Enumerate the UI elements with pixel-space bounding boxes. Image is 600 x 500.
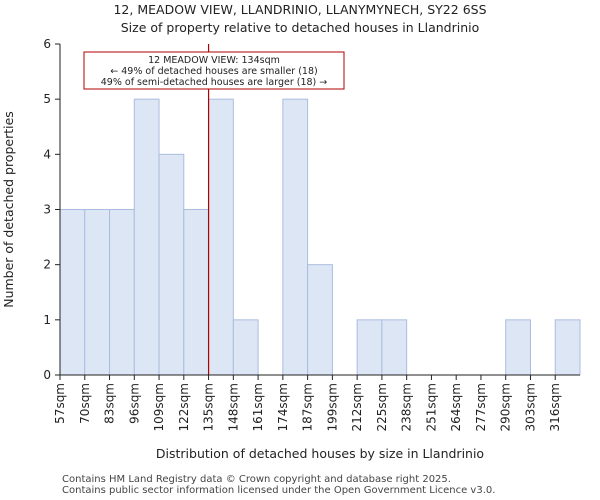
histogram-bar xyxy=(84,209,111,376)
footer-line-1: Contains HM Land Registry data © Crown c… xyxy=(62,474,451,485)
x-tick-label: 316sqm xyxy=(548,383,562,431)
histogram-bar xyxy=(232,319,259,376)
x-tick-label: 212sqm xyxy=(350,383,364,431)
histogram-bar xyxy=(208,98,234,376)
x-tick-label: 251sqm xyxy=(424,383,438,431)
x-tick-label: 174sqm xyxy=(276,383,290,431)
y-tick-label: 3 xyxy=(43,203,51,217)
y-tick-label: 4 xyxy=(43,147,51,161)
x-tick-label: 187sqm xyxy=(301,383,315,431)
histogram-bar xyxy=(505,319,531,376)
x-tick-label: 109sqm xyxy=(152,383,166,431)
x-tick-label: 225sqm xyxy=(375,383,389,431)
y-tick-label: 1 xyxy=(43,313,51,327)
x-tick-label: 199sqm xyxy=(325,383,339,431)
footer-line-2: Contains public sector information licen… xyxy=(62,485,496,496)
x-tick-label: 264sqm xyxy=(449,383,463,431)
y-axis-ticks: 0 1 2 3 4 5 6 xyxy=(43,37,60,382)
histogram-bar xyxy=(109,209,135,376)
y-tick-label: 5 xyxy=(43,92,51,106)
x-tick-label: 290sqm xyxy=(499,383,513,431)
x-tick-label: 96sqm xyxy=(127,383,141,424)
marker-annotation: 12 MEADOW VIEW: 134sqm ← 49% of detached… xyxy=(83,51,345,90)
x-tick-label: 83sqm xyxy=(103,383,117,424)
histogram-bar xyxy=(59,209,86,376)
y-axis-label: Number of detached properties xyxy=(1,111,16,308)
y-tick-label: 2 xyxy=(43,258,51,272)
x-axis-ticks: 57sqm 70sqm 83sqm 96sqm 109sqm 122sqm 135sqm 14… xyxy=(53,375,562,431)
histogram-bar xyxy=(133,98,160,376)
x-tick-label: 161sqm xyxy=(251,383,265,431)
x-tick-label: 277sqm xyxy=(474,383,488,431)
y-tick-label: 0 xyxy=(43,368,51,382)
histogram-bar xyxy=(282,98,309,376)
x-tick-label: 122sqm xyxy=(177,383,191,431)
x-tick-label: 303sqm xyxy=(523,383,537,431)
y-tick-label: 6 xyxy=(43,37,51,51)
annotation-line-2: ← 49% of detached houses are smaller (18… xyxy=(110,66,317,77)
x-tick-label: 57sqm xyxy=(53,383,67,424)
annotation-box xyxy=(83,51,345,90)
chart-subtitle: Size of property relative to detached ho… xyxy=(120,20,480,35)
histogram-bar xyxy=(554,319,581,376)
x-tick-label: 238sqm xyxy=(400,383,414,431)
histogram-bar xyxy=(183,209,210,376)
histogram-bar xyxy=(381,319,408,376)
annotation-line-1: 12 MEADOW VIEW: 134sqm xyxy=(148,55,280,66)
x-axis-label: Distribution of detached houses by size … xyxy=(156,446,484,461)
bars-group xyxy=(59,98,581,376)
x-tick-label: 148sqm xyxy=(226,383,240,431)
annotation-line-3: 49% of semi-detached houses are larger (… xyxy=(101,77,328,88)
histogram-bar xyxy=(307,264,333,376)
x-tick-label: 70sqm xyxy=(78,383,92,424)
histogram-bar xyxy=(158,153,185,376)
histogram-bar xyxy=(356,319,383,376)
x-tick-label: 135sqm xyxy=(202,383,216,431)
chart-title: 12, MEADOW VIEW, LLANDRINIO, LLANYMYNECH… xyxy=(113,2,487,17)
